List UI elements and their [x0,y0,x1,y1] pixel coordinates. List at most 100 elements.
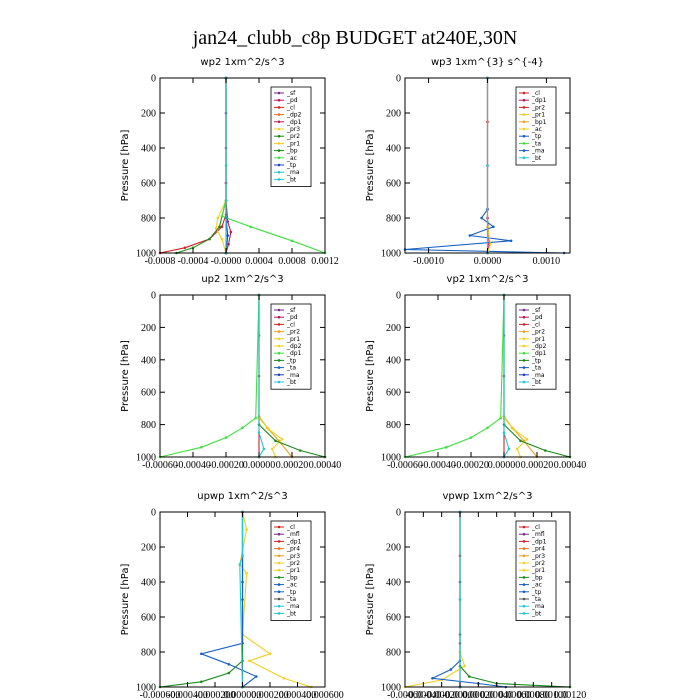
legend-marker [277,568,281,572]
legend-label: _ta [286,596,296,603]
y-tick-label: 600 [141,613,156,624]
data-point [489,243,492,246]
legend-marker [277,532,281,536]
x-tick-label: -0.00040 [420,460,456,471]
legend-label: _ma [286,372,300,379]
data-point [200,680,203,684]
legend-label: _bt [286,379,297,386]
y-tick-label: 400 [141,355,156,366]
legend-marker [277,590,281,594]
legend: _cl_mfl_dp1_pr4_pr3_pr2_pr1_bp_ac_tp_ta_… [515,520,557,621]
legend-label: _bp [286,148,298,155]
legend-label: _ac [531,126,542,133]
legend-label: _ma [531,148,545,155]
legend-label: _dp2 [286,112,302,119]
panel-title: upwp 1xm^2/s^3 [197,491,287,502]
legend-marker [277,163,281,167]
series-line-bt [258,295,265,458]
data-point [220,225,224,229]
legend-marker [277,604,281,608]
legend-marker [522,351,526,355]
panel-title: up2 1xm^2/s^3 [201,274,283,285]
x-tick-label: 0.00020 [521,460,554,471]
legend-label: _sf [286,90,296,97]
legend-marker [277,612,281,615]
legend-marker [522,134,526,138]
y-tick-label: 0 [151,74,156,85]
plot-frame [404,294,571,458]
data-point [227,663,231,666]
panel-title: vp2 1xm^2/s^3 [447,274,529,285]
x-tick-label: 0.00040 [309,460,342,471]
legend-label: _dp1 [531,538,547,545]
legend-label: _mfl [531,531,545,538]
y-tick-label: 0 [151,291,156,302]
series-line-tp [199,512,258,688]
series-line-bp [159,512,244,688]
data-point [229,230,233,234]
legend-label: _pr1 [531,567,545,574]
legend-marker [277,583,281,586]
x-tick-label: -0.00020 [453,460,489,471]
legend-marker [522,98,526,102]
panel-2: wp3 1xm^{3} s^{-4} Pressure [hPa] 0 200 400 6… [365,57,571,267]
legend-marker [522,604,526,608]
legend-marker [277,359,281,362]
legend-label: _bp1 [531,119,547,126]
data-point [200,652,203,656]
legend-label: _ma [286,603,300,610]
x-tick-label: 0.0004 [245,256,273,267]
legend-marker [277,323,281,326]
legend-marker [277,113,281,116]
legend-label: _bt [531,155,542,162]
legend-label: _cl [531,321,540,328]
data-point [467,675,471,678]
legend-marker [277,142,281,145]
y-tick-label: 200 [141,323,156,334]
legend-marker [277,156,281,160]
data-point [200,446,203,449]
panel-3: up2 1xm^2/s^3 Pressure [hPa] 0 200 400 600 800… [120,274,341,471]
data-point [458,598,462,601]
y-tick-label: 1000 [381,249,401,260]
x-tick-label: 0.00020 [276,460,309,471]
legend-marker [277,351,281,355]
x-tick-label: -0.00060 [387,460,423,471]
legend-marker [522,149,526,152]
legend-marker [277,540,281,543]
data-point [499,416,503,420]
data-point [270,447,274,451]
y-axis-label: Pressure [hPa] [120,130,131,202]
legend-marker [522,359,526,362]
legend-label: _pr1 [286,140,300,147]
legend: _sf_pd_cl_pr2_pr1_dp2_dp1_tp_ta_ma_bt [515,303,557,390]
legend-marker [522,337,526,341]
y-tick-label: 0 [396,508,401,519]
x-tick-label: -0.000200 [195,690,236,700]
legend-label: _dp2 [531,343,547,350]
y-tick-label: 1000 [136,683,156,694]
data-point [216,216,220,220]
data-point [290,239,294,243]
data-point [492,225,495,229]
y-axis-label: Pressure [hPa] [365,130,376,202]
y-tick-label: 400 [386,578,401,589]
legend-label: _sf [531,307,541,314]
data-point [480,216,483,220]
legend-label: _pr4 [531,546,545,553]
legend-label: _pr4 [286,546,300,553]
x-tick-label: -0.00000 [442,690,478,700]
legend-label: _pr3 [286,126,300,133]
legend-label: _dp1 [286,119,302,126]
y-tick-label: 1000 [136,249,156,260]
data-point [257,431,261,435]
data-point [449,668,453,671]
x-tick-label: -0.0008 [145,256,176,267]
y-tick-label: 600 [386,179,401,190]
legend-label: _pd [286,314,298,321]
legend-label: _pr1 [286,567,300,574]
data-point [214,227,218,230]
y-tick-label: 0 [396,74,401,85]
legend-label: _cl [286,321,295,328]
data-point [486,426,489,430]
